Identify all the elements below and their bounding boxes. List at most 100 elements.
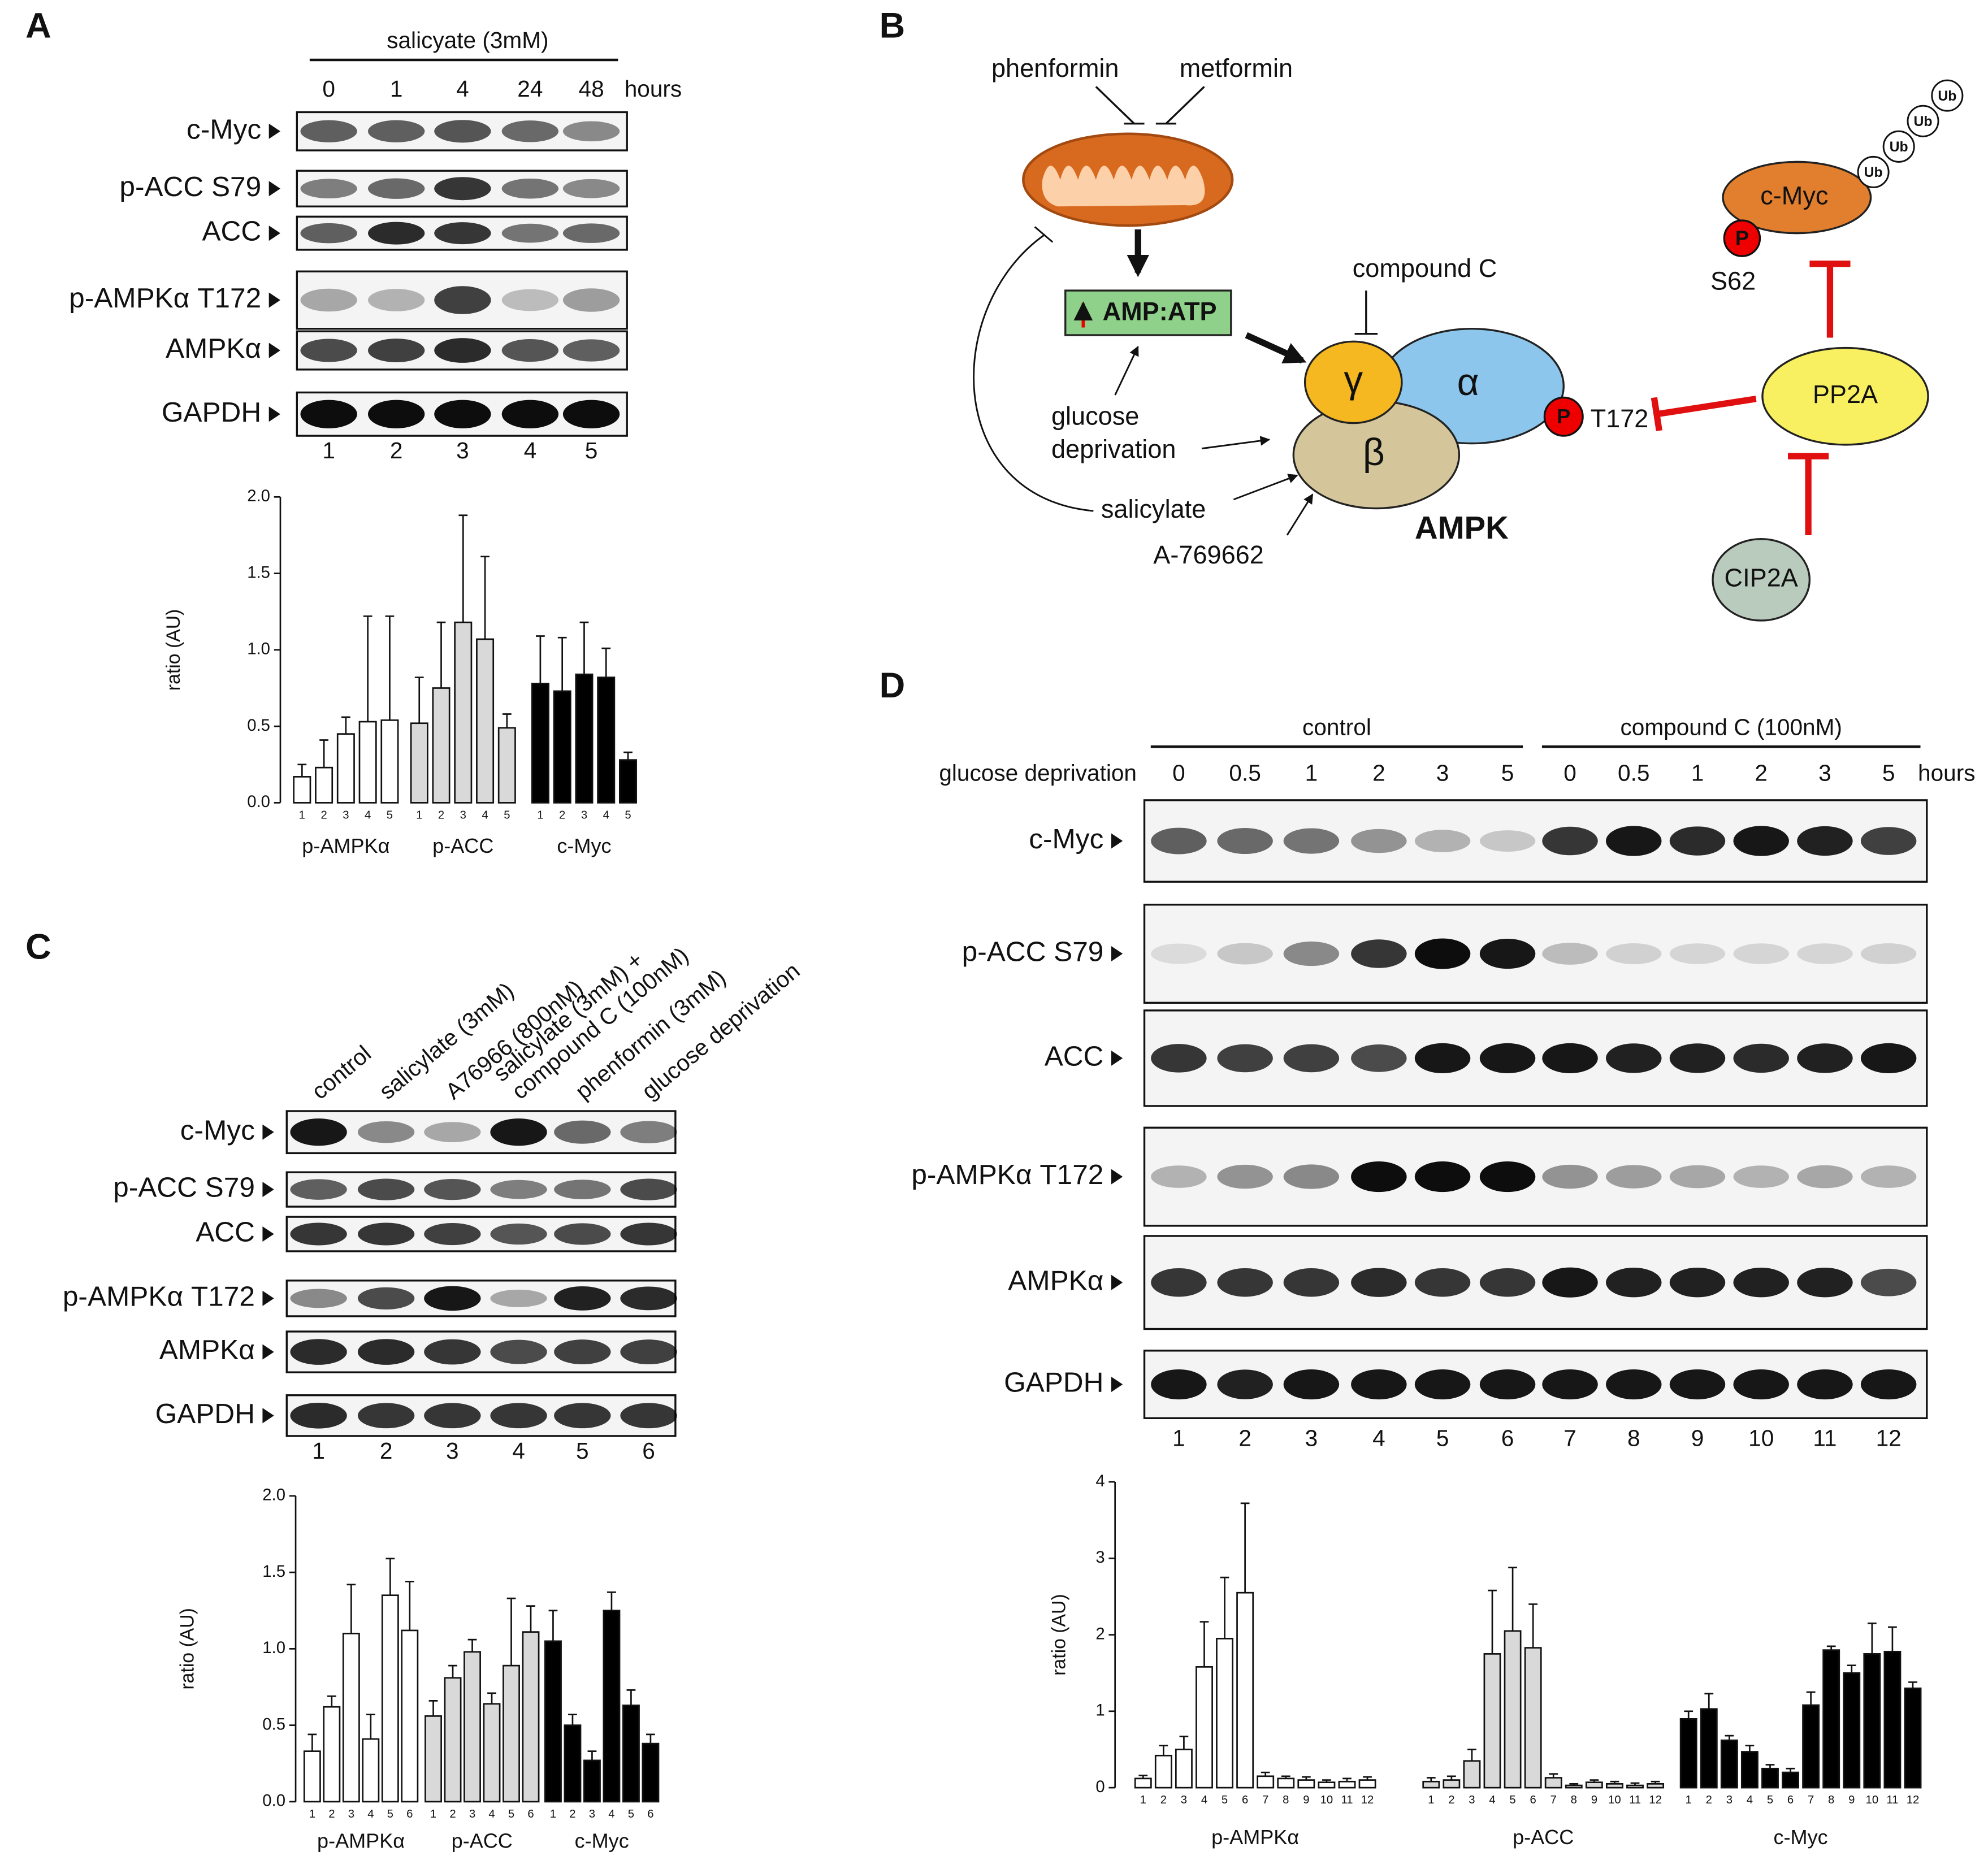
group-label: control bbox=[1302, 714, 1371, 740]
lane-number: 2 bbox=[390, 437, 403, 463]
protein-band bbox=[1479, 1043, 1536, 1074]
lane-number: 7 bbox=[1563, 1425, 1576, 1451]
bar bbox=[1318, 1781, 1336, 1789]
condition-label: glucose deprivation bbox=[939, 760, 1137, 786]
error-bar bbox=[1426, 1777, 1436, 1782]
x-tick-label: 4 bbox=[1201, 1794, 1207, 1806]
bar bbox=[1679, 1718, 1697, 1789]
protein-band bbox=[620, 1121, 677, 1143]
x-tick-label: 4 bbox=[1747, 1794, 1753, 1806]
group-label: p-ACC bbox=[432, 834, 493, 857]
protein-band bbox=[1542, 1043, 1598, 1074]
lane-number: 2 bbox=[1238, 1425, 1251, 1451]
error-bar bbox=[297, 764, 307, 777]
protein-band bbox=[1733, 1268, 1789, 1298]
row-arrow bbox=[1111, 1050, 1123, 1066]
timepoint-label: 0 bbox=[1563, 760, 1576, 786]
row-arrow bbox=[268, 292, 280, 308]
timepoint-label: 4 bbox=[456, 76, 469, 102]
bar bbox=[1802, 1704, 1820, 1789]
x-tick-label: 3 bbox=[348, 1808, 354, 1820]
bar bbox=[432, 687, 451, 804]
protein-band bbox=[1217, 1268, 1273, 1297]
blot-row-label: ACC bbox=[202, 215, 261, 247]
bar bbox=[1626, 1784, 1644, 1789]
protein-band bbox=[424, 1122, 481, 1143]
timepoint-label: 1 bbox=[1305, 760, 1318, 786]
bar bbox=[597, 677, 616, 804]
bar bbox=[323, 1706, 341, 1803]
ubiquitin bbox=[1907, 105, 1939, 137]
blot-membrane bbox=[1143, 1126, 1928, 1227]
protein-band bbox=[1414, 830, 1471, 852]
protein-band bbox=[367, 222, 425, 245]
protein-band bbox=[620, 1339, 677, 1364]
x-tick-label: 11 bbox=[1629, 1794, 1641, 1806]
lane-number: 12 bbox=[1876, 1425, 1902, 1451]
protein-band bbox=[357, 1339, 415, 1365]
unit-label: hours bbox=[625, 76, 682, 102]
error-bar bbox=[1528, 1603, 1538, 1648]
x-tick-label: 5 bbox=[387, 1808, 393, 1820]
y-tick-label: 2.0 bbox=[262, 1486, 285, 1504]
protein-band bbox=[1606, 1369, 1662, 1400]
row-arrow bbox=[1111, 833, 1123, 849]
bar bbox=[315, 766, 334, 804]
protein-band bbox=[501, 400, 559, 428]
protein-band bbox=[1217, 1044, 1273, 1073]
protein-band bbox=[1151, 1369, 1207, 1400]
blot-strip bbox=[285, 1171, 677, 1208]
bar bbox=[454, 621, 473, 804]
stimulus-label: deprivation bbox=[1051, 435, 1176, 463]
x-tick-label: 6 bbox=[1242, 1794, 1248, 1806]
x-tick-label: 9 bbox=[1591, 1794, 1597, 1806]
protein-band bbox=[490, 1339, 547, 1364]
row-arrow bbox=[268, 123, 280, 139]
bar bbox=[1883, 1650, 1902, 1789]
error-bar bbox=[307, 1733, 317, 1751]
y-tick-label: 0.0 bbox=[262, 1792, 285, 1810]
protein-band bbox=[620, 1222, 677, 1246]
bar bbox=[425, 1715, 442, 1803]
x-tick-label: 5 bbox=[1767, 1794, 1773, 1806]
lane-number: 10 bbox=[1748, 1425, 1774, 1451]
bar bbox=[619, 759, 638, 804]
bar bbox=[1605, 1783, 1623, 1789]
protein-band bbox=[367, 339, 425, 363]
row-arrow bbox=[268, 226, 280, 241]
row-arrow bbox=[268, 181, 280, 197]
lane-number: 6 bbox=[1501, 1425, 1514, 1451]
protein-band bbox=[290, 1179, 347, 1200]
error-bar bbox=[1261, 1771, 1270, 1776]
protein-band bbox=[1414, 1369, 1471, 1400]
x-tick-label: 2 bbox=[328, 1808, 335, 1820]
blot-row-label: c-Myc bbox=[187, 113, 261, 145]
panel-label: B bbox=[880, 6, 906, 45]
error-bar bbox=[536, 635, 545, 684]
ubiquitin bbox=[1931, 79, 1964, 112]
blot-strip bbox=[1143, 799, 1928, 883]
error-bar bbox=[363, 615, 373, 722]
blot-membrane bbox=[1143, 1009, 1928, 1107]
error-bar bbox=[341, 716, 350, 734]
protein-band bbox=[434, 222, 491, 245]
bar bbox=[1463, 1760, 1481, 1789]
protein-band bbox=[490, 1403, 547, 1429]
y-tick-label: 2 bbox=[1095, 1624, 1105, 1643]
error-bar bbox=[1908, 1681, 1917, 1689]
ubiquitin-label: Ub bbox=[1913, 114, 1932, 129]
lane-number: 1 bbox=[322, 437, 335, 463]
bar bbox=[1782, 1771, 1799, 1789]
x-tick-label: 8 bbox=[1571, 1794, 1577, 1806]
error-bar bbox=[458, 514, 468, 623]
inhibition-line bbox=[1651, 261, 1851, 535]
x-tick-label: 12 bbox=[1361, 1794, 1374, 1806]
error-bar bbox=[1301, 1776, 1311, 1780]
row-arrow bbox=[262, 1408, 274, 1424]
blot-strip bbox=[1143, 1126, 1928, 1227]
bar bbox=[381, 1594, 399, 1803]
lane-number: 3 bbox=[456, 437, 469, 463]
protein-band bbox=[1283, 828, 1340, 854]
protein-band bbox=[1351, 1161, 1407, 1192]
blot-strip bbox=[285, 1330, 677, 1373]
